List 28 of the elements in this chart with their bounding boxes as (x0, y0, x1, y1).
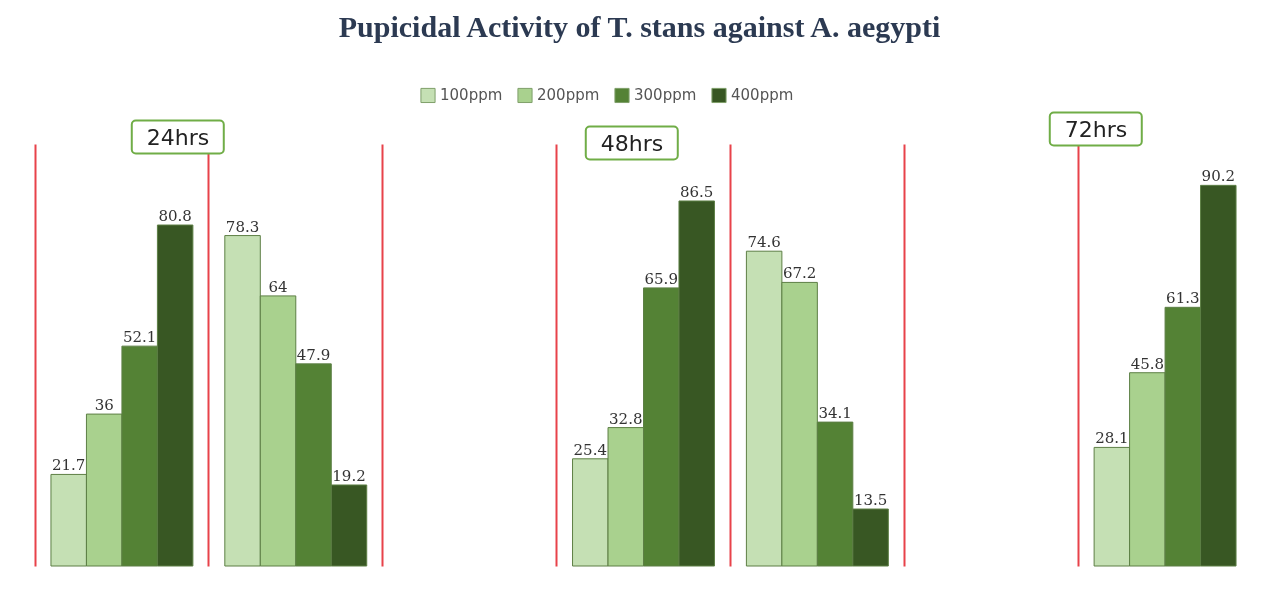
data-label: 32.8 (609, 409, 643, 428)
legend-label: 200ppm (537, 86, 600, 105)
data-label: 19.2 (332, 466, 366, 485)
data-label: 61.3 (1166, 289, 1200, 308)
data-label: 34.1 (818, 404, 852, 423)
data-label: 74.6 (747, 233, 781, 252)
data-label: 28.1 (1095, 429, 1129, 448)
legend-label: 100ppm (440, 86, 503, 105)
data-label: 78.3 (225, 217, 260, 236)
text: 72hrs (1048, 111, 1144, 147)
data-label: 25.4 (573, 440, 607, 459)
data-label: 67.2 (782, 264, 817, 283)
text: 48hrs (584, 125, 680, 161)
chart-title: Pupicidal Activity of T. stans against A. aegypti (337, 10, 942, 44)
data-label: 45.8 (1130, 354, 1165, 373)
data-label: 80.8 (158, 207, 192, 226)
data-label: 47.9 (296, 345, 331, 364)
data-label: 86.5 (680, 182, 714, 201)
data-label: 64 (268, 277, 288, 296)
data-label: 21.7 (52, 456, 86, 475)
legend-label: 400ppm (731, 86, 794, 105)
text: 24hrs (130, 119, 226, 155)
data-label: 36 (94, 396, 114, 415)
data-label: 65.9 (644, 269, 678, 288)
legend-label: 300ppm (634, 86, 697, 105)
data-label: 52.1 (122, 328, 157, 347)
data-label: 90.2 (1201, 167, 1235, 186)
data-label: 13.5 (853, 491, 888, 510)
